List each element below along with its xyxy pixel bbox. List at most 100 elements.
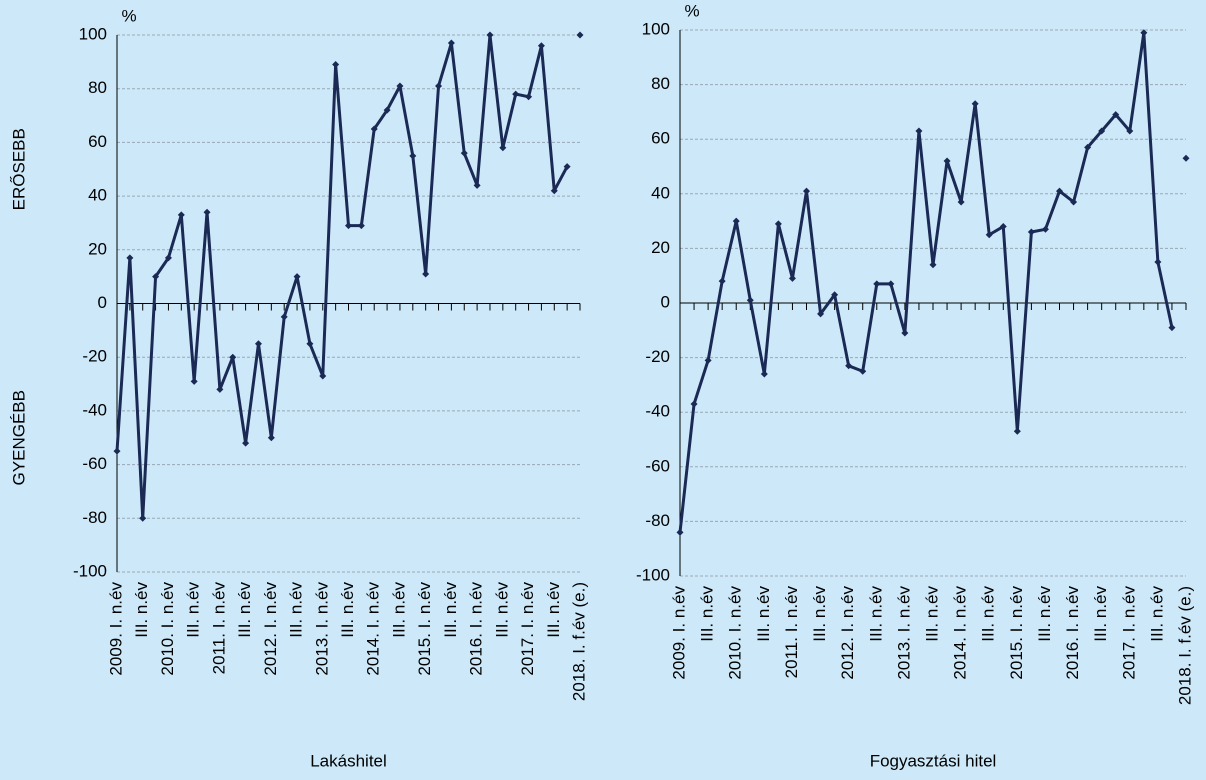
data-point: [126, 254, 134, 262]
x-tick-label: 2011. I. n.év: [209, 582, 228, 675]
data-point: [732, 217, 740, 225]
data-point: [177, 211, 185, 219]
y-tick-label: -60: [82, 454, 107, 473]
x-tick-label: III. n.év: [184, 582, 203, 638]
data-point: [383, 106, 391, 114]
y-tick-label: -20: [645, 347, 670, 366]
data-point: [1182, 154, 1190, 162]
data-point: [370, 125, 378, 133]
data-point: [152, 273, 160, 281]
data-point: [113, 447, 121, 455]
data-point: [396, 82, 404, 90]
x-tick-label: 2016. I. n.év: [467, 582, 486, 676]
data-point: [280, 313, 288, 321]
data-point: [512, 90, 520, 98]
x-tick-label: III. n.év: [544, 582, 563, 638]
x-tick-label: III. n.év: [441, 582, 460, 638]
x-tick-label: III. n.év: [235, 582, 254, 638]
data-point: [242, 439, 250, 447]
x-tick-label: 2017. I. n.év: [1119, 586, 1138, 680]
x-tick-label: III. n.év: [1091, 586, 1110, 642]
data-point: [319, 372, 327, 380]
data-point: [499, 144, 507, 152]
data-point: [704, 356, 712, 364]
data-point: [859, 367, 867, 375]
x-tick-label: III. n.év: [132, 582, 151, 638]
data-point: [817, 310, 825, 318]
x-tick-label: III. n.év: [979, 586, 998, 642]
y-tick-label: 80: [88, 78, 107, 97]
data-point: [422, 270, 430, 278]
x-tick-label: 2012. I. n.év: [838, 586, 857, 680]
x-tick-label: 2015. I. n.év: [1007, 586, 1026, 680]
x-tick-label: 2014. I. n.év: [364, 582, 383, 676]
y-tick-label: 100: [642, 19, 670, 38]
data-point: [788, 274, 796, 282]
x-tick-label: 2009. I. n.év: [106, 582, 125, 676]
y-tick-label: -80: [645, 511, 670, 530]
data-point: [293, 273, 301, 281]
y-tick-label: 0: [661, 292, 670, 311]
data-point: [1056, 187, 1063, 195]
y-tick-label: -80: [82, 508, 107, 527]
x-tick-label: 2010. I. n.év: [726, 586, 745, 680]
data-point: [1112, 111, 1120, 119]
data-point: [254, 340, 262, 348]
x-tick-label: III. n.év: [698, 586, 717, 642]
data-point: [190, 377, 198, 385]
data-point: [332, 61, 340, 69]
y-tick-label: 20: [88, 239, 107, 258]
data-line: [115, 33, 569, 520]
data-point: [537, 42, 545, 50]
x-tick-label: III. n.év: [1147, 586, 1166, 642]
data-point: [1098, 127, 1106, 135]
data-point: [774, 220, 782, 228]
x-axis-title: Lakáshitel: [310, 751, 387, 770]
y-tick-label: 100: [79, 24, 107, 43]
y-tick-label: 80: [651, 74, 670, 93]
data-point: [447, 39, 455, 47]
data-point: [929, 261, 937, 269]
y-label-lower: GYENGÉBB: [9, 390, 28, 485]
data-point: [746, 296, 754, 304]
data-point: [831, 291, 839, 299]
x-tick-label: 2011. I. n.év: [782, 586, 801, 679]
data-point: [486, 31, 494, 39]
y-tick-label: 0: [98, 293, 107, 312]
data-point: [718, 277, 726, 285]
data-point: [845, 362, 853, 370]
unit-label: %: [684, 1, 699, 20]
data-point: [676, 528, 684, 536]
data-point: [1041, 225, 1049, 233]
data-point: [306, 340, 314, 348]
data-point: [1126, 127, 1134, 135]
data-point: [887, 280, 895, 288]
data-point: [576, 31, 584, 39]
y-tick-label: 60: [651, 129, 670, 148]
y-tick-label: -20: [82, 347, 107, 366]
x-tick-label: 2012. I. n.év: [261, 582, 280, 676]
x-axis-title: Fogyasztási hitel: [870, 751, 997, 770]
y-tick-label: -100: [73, 561, 107, 580]
data-point: [267, 434, 275, 442]
data-point: [985, 231, 993, 239]
y-label-upper: ERŐSEBB: [9, 128, 28, 210]
data-point: [957, 198, 965, 206]
x-tick-label: 2010. I. n.év: [158, 582, 177, 676]
x-tick-label: 2016. I. n.év: [1063, 586, 1082, 680]
data-point: [216, 385, 224, 393]
data-point: [971, 100, 979, 108]
x-tick-label: 2014. I. n.év: [951, 586, 970, 680]
y-tick-label: 40: [88, 186, 107, 205]
data-point: [873, 280, 881, 288]
x-tick-label: 2009. I. n.év: [669, 586, 688, 680]
data-point: [345, 222, 352, 230]
data-point: [1013, 427, 1021, 435]
x-tick-label: III. n.év: [922, 586, 941, 642]
y-tick-label: -40: [82, 400, 107, 419]
unit-label: %: [121, 6, 136, 25]
x-tick-label: 2018. I. f.év (e.): [569, 582, 588, 701]
data-point: [999, 223, 1007, 231]
data-point: [229, 353, 237, 361]
data-point: [435, 82, 443, 90]
